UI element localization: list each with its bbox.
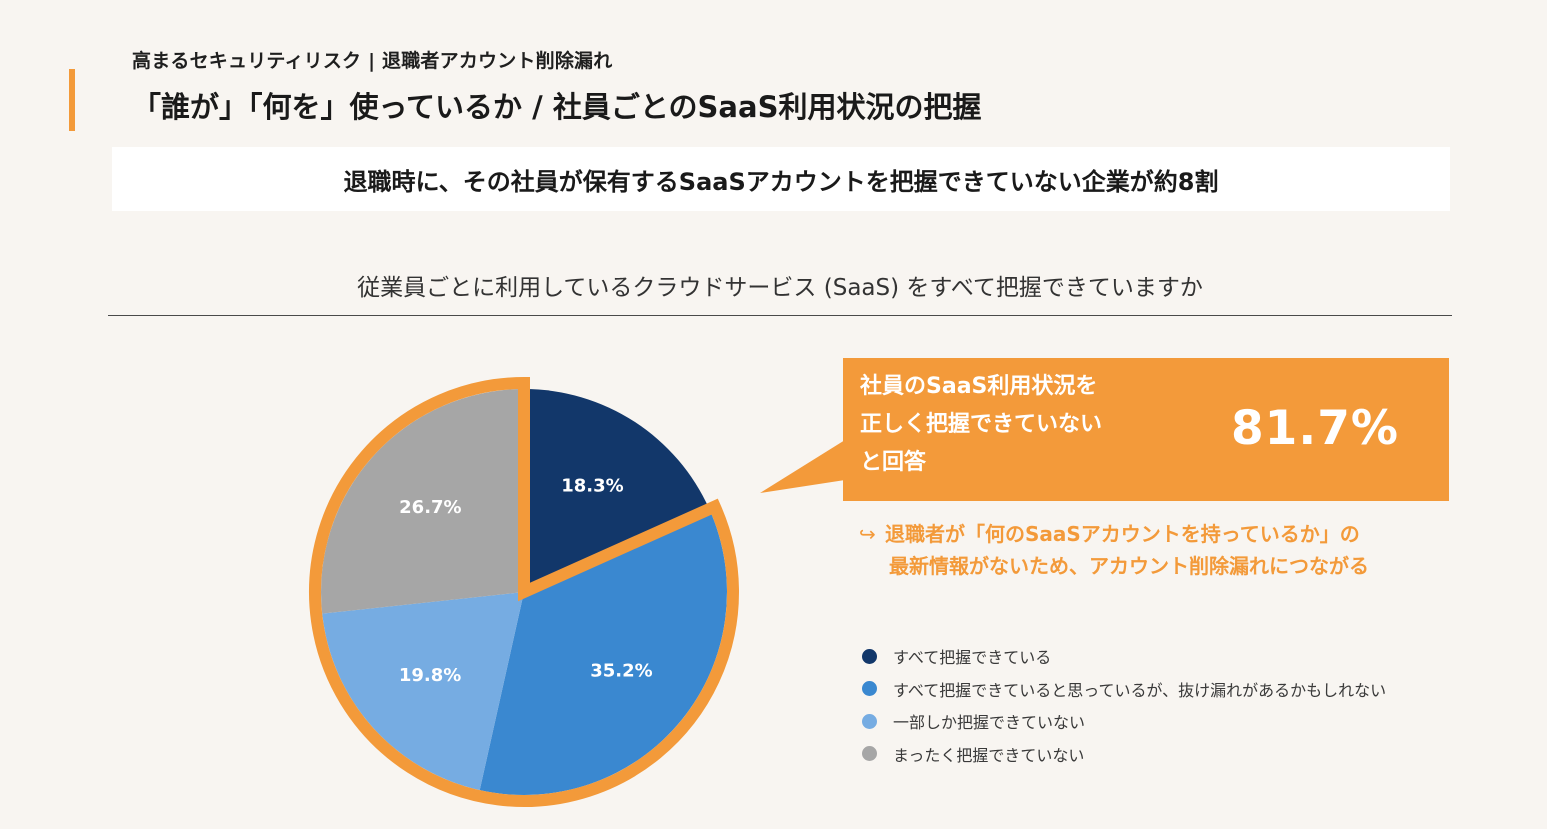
callout-value: 81.7%	[1230, 401, 1399, 456]
legend-dot-icon	[862, 746, 877, 762]
callout-text: 社員のSaaS利用状況を 正しく把握できていない と回答	[860, 368, 1170, 482]
slice-value-label: 35.2%	[590, 661, 652, 682]
title-accent-bar	[69, 69, 75, 131]
legend-item: 一部しか把握できていない	[862, 705, 1386, 738]
chart-title: 従業員ごとに利用しているクラウドサービス (SaaS) をすべて把握できています…	[357, 275, 1203, 301]
slice-value-label: 26.7%	[399, 497, 461, 518]
legend-dot-icon	[862, 713, 877, 729]
note-line-1: 退職者が「何のSaaSアカウントを持っているか」の	[885, 522, 1360, 546]
legend-dot-icon	[862, 648, 877, 664]
slice-value-label: 18.3%	[561, 475, 623, 496]
consequence-note: ↪ 退職者が「何のSaaSアカウントを持っているか」の 最新情報がないため、アカウ…	[859, 518, 1369, 582]
callout-line-1: 社員のSaaS利用状況を	[860, 374, 1098, 399]
legend-label: すべて把握できていると思っているが、抜け漏れがあるかもしれない	[893, 680, 1387, 700]
legend-item: まったく把握できていない	[862, 738, 1386, 771]
legend-item: すべて把握できている	[862, 640, 1386, 673]
legend-dot-icon	[862, 681, 877, 697]
callout-line-2: 正しく把握できていない	[860, 412, 1103, 437]
slice-value-label: 19.8%	[399, 665, 461, 686]
legend-label: 一部しか把握できていない	[893, 713, 1086, 733]
pie-slice	[479, 509, 728, 795]
note-line-2: 最新情報がないため、アカウント削除漏れにつながる	[889, 554, 1369, 578]
page-title: 「誰が」「何を」使っているか / 社員ごとのSaaS利用状況の把握	[132, 90, 982, 124]
legend-label: すべて把握できている	[893, 648, 1052, 668]
pie-slice	[321, 389, 524, 614]
callout-box: 社員のSaaS利用状況を 正しく把握できていない と回答 81.7%	[843, 358, 1449, 501]
pie-slice	[322, 592, 524, 791]
highlight-outline	[309, 376, 739, 807]
key-finding-banner: 退職時に、その社員が保有するSaaSアカウントを把握できていない企業が約8割	[112, 147, 1450, 211]
section-kicker: 高まるセキュリティリスク | 退職者アカウント削除漏れ	[132, 50, 613, 72]
pie-slice	[524, 389, 710, 592]
callout-line-3: と回答	[860, 450, 927, 475]
return-arrow-icon: ↪	[859, 522, 876, 546]
chart-legend: すべて把握できている すべて把握できていると思っているが、抜け漏れがあるかもしれ…	[862, 640, 1386, 770]
legend-label: まったく把握できていない	[893, 745, 1085, 765]
callout-pointer	[760, 440, 845, 493]
title-divider	[108, 315, 1452, 316]
legend-item: すべて把握できていると思っているが、抜け漏れがあるかもしれない	[862, 673, 1386, 706]
